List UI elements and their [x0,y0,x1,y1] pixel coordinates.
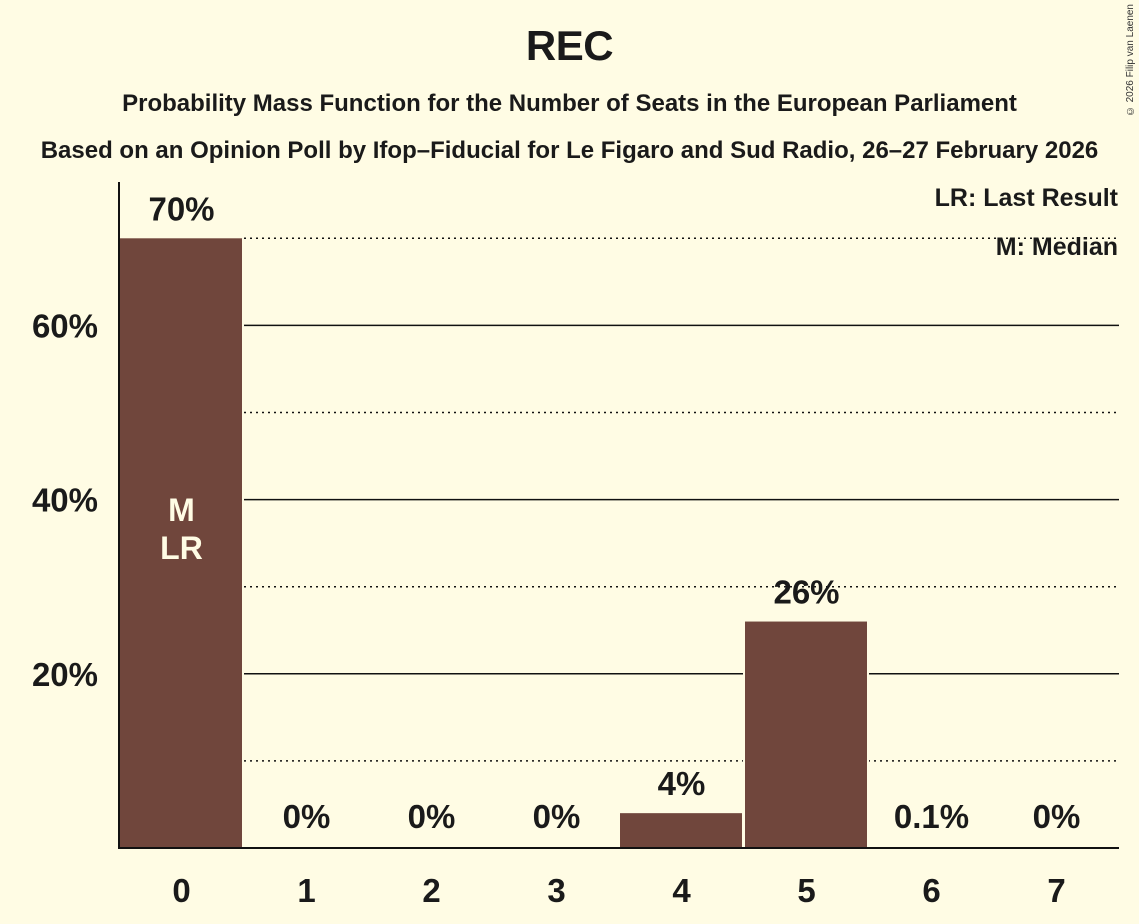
bar-value-label: 0.1% [894,798,969,835]
x-tick-label: 5 [797,872,815,909]
median-marker: M [168,492,195,528]
gridlines [244,237,1119,762]
x-tick-label: 3 [547,872,565,909]
legend-last-result: LR: Last Result [934,184,1118,212]
x-tick-label: 4 [672,872,691,909]
x-tick-label: 2 [422,872,440,909]
bars [118,237,869,849]
bar-seats-5 [745,621,867,848]
bar-seats-4 [620,813,742,848]
bar-value-label: 70% [148,190,214,227]
bar-value-label: 0% [1033,798,1081,835]
last-result-marker: LR [160,530,203,566]
bar-value-labels: 70% 0% 0% 0% 4% 26% 0.1% 0% MLR [148,190,1080,835]
bar-seats-0 [120,238,242,849]
bar-value-label: 0% [533,798,581,835]
legend-median: M: Median [995,233,1118,261]
y-tick-label: 40% [32,482,98,519]
chart-subtitle: Probability Mass Function for the Number… [122,90,1017,117]
y-axis-ticks: 20% 40% 60% [32,307,98,692]
y-tick-label: 60% [32,307,98,344]
x-tick-label: 6 [922,872,940,909]
x-tick-label: 1 [297,872,315,909]
y-tick-label: 20% [32,656,98,693]
x-tick-label: 0 [172,872,190,909]
bar-value-label: 4% [658,765,706,802]
bar-value-label: 0% [408,798,456,835]
bar-value-label: 26% [773,574,839,611]
chart-source-subtitle: Based on an Opinion Poll by Ifop–Fiducia… [40,137,1099,164]
bar-value-label: 0% [283,798,331,835]
x-tick-label: 7 [1047,872,1065,909]
x-axis-ticks: 0 1 2 3 4 5 6 7 [172,872,1065,909]
chart-title: REC [525,22,614,69]
